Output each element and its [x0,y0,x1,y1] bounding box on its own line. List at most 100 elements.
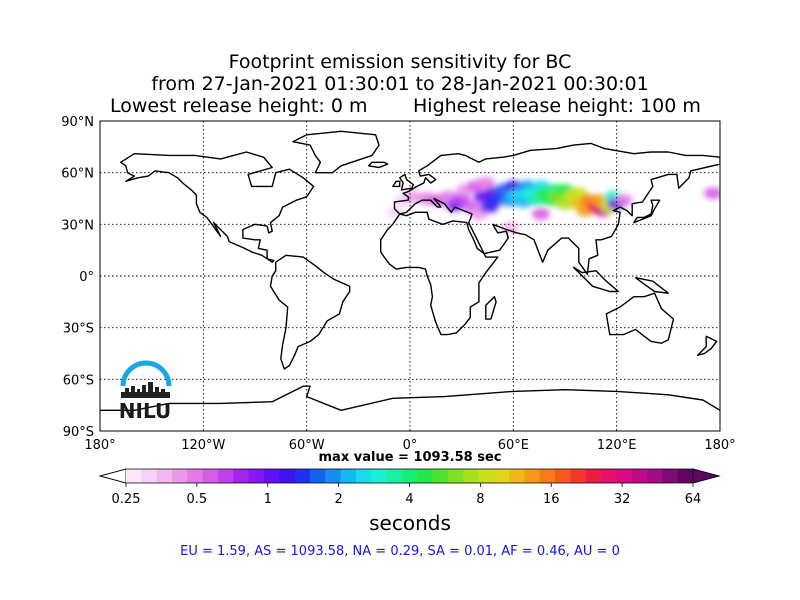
coastline-north-america [119,151,315,263]
colorbar-segment [631,469,648,483]
colorbar-segment [555,469,571,483]
colorbar-segment [447,469,464,483]
x-tick-label: 0° [403,438,418,453]
x-tick-label: 120°W [181,438,225,453]
colorbar-segment [478,469,495,483]
coastline-eurasia [393,142,720,275]
colorbar-segment [601,469,617,483]
title-line-1: Footprint emission sensitivity for BC [228,51,572,73]
colorbar-segment [309,469,326,483]
colorbar-segment [432,469,449,483]
y-tick-label: 90°S [63,425,94,440]
colorbar-tick-label: 0.25 [112,492,141,507]
colorbar-tick-label: 4 [405,492,413,507]
colorbar-segment [371,469,388,483]
colorbar-label: seconds [369,511,451,535]
colorbar-min-extension [98,468,127,484]
colorbar-tick-label: 64 [685,492,702,507]
colorbar-segment [202,469,219,483]
map-frame [99,120,721,432]
colorbar-segment [662,469,679,483]
colorbar-segment [463,469,480,483]
colorbar-segment [570,469,587,483]
nilu-logo-arc [120,360,172,387]
nilu-logo-skyline [121,382,170,398]
coastline-japan [633,199,661,224]
y-tick-label: 90°N [61,115,94,130]
colorbar-segment [187,469,204,483]
coastlines [100,130,720,411]
colorbar: 0.25 0.5 1 2 4 8 16 32 64 [98,468,721,507]
coastline-africa [380,211,499,336]
y-tick-label: 60°N [61,167,94,182]
colorbar-segment [217,469,234,483]
colorbar-tick-label: 0.5 [187,492,208,507]
colorbar-segment [294,469,311,483]
plume-cell [614,194,633,207]
colorbar-segment [263,469,280,483]
colorbar-segment [141,469,158,483]
coastline-new-guinea [634,277,669,294]
colorbar-tick-label: 1 [264,492,272,507]
coastline-australia [605,292,675,344]
title-lowest-release-height: Lowest release height: 0 m [110,95,368,117]
colorbar-segment [417,469,434,483]
x-tick-label: 180° [84,438,115,453]
colorbar-segment [493,469,510,483]
axis-ticks: 180° 120°W 60°W 0° 60°E 120°E 180° 90°N 60°N 30°N… [61,115,735,453]
y-tick-label: 0° [79,270,94,285]
colorbar-segment [386,469,403,483]
colorbar-segment [647,469,663,483]
coastline-south-america [269,254,351,370]
colorbar-segment [509,469,526,483]
coastline-ireland [392,180,401,188]
colorbar-segment [340,469,357,483]
colorbar-segment [248,469,265,483]
colorbar-segment [325,469,342,483]
colorbar-tick-label: 8 [476,492,484,507]
x-tick-label: 180° [704,438,735,453]
max-value-label: max value = 1093.58 sec [319,450,502,465]
colorbar-segment [539,469,556,483]
colorbar-segment [401,469,418,483]
title-highest-release-height: Highest release height: 100 m [413,95,701,117]
colorbar-segment [171,469,188,483]
nilu-logo: NILU [119,360,172,423]
graticule [100,121,720,431]
colorbar-segment [677,469,694,483]
plume-cell [531,208,550,220]
title-line-2: from 27-Jan-2021 01:30:01 to 28-Jan-2021… [151,73,649,95]
colorbar-tick-label: 32 [614,492,631,507]
coastline-antarctica [100,385,720,411]
x-tick-label: 60°E [498,438,529,453]
coastline-madagascar [485,296,497,320]
colorbar-tick-label: 16 [543,492,560,507]
nilu-logo-text: NILU [119,399,171,423]
colorbar-segment [233,469,250,483]
y-tick-label: 30°N [61,218,94,233]
plume-cell [387,206,406,219]
colorbar-segment [279,469,296,483]
colorbar-segment [585,469,602,483]
coastline-iceland [368,161,389,169]
colorbar-segment [524,469,541,483]
colorbar-segment [126,469,142,483]
x-tick-label: 120°E [597,438,637,453]
plume-cell [487,194,506,207]
x-tick-label: 60°W [289,438,325,453]
y-tick-label: 30°S [63,322,94,337]
colorbar-segment [616,469,633,483]
coastline-new-zealand [696,335,718,356]
y-tick-label: 60°S [63,373,94,388]
colorbar-tick-label: 2 [334,492,342,507]
colorbar-segment [355,469,372,483]
colorbar-segment [156,469,173,483]
colorbar-max-extension [692,468,721,484]
coastline-greenland [292,130,380,174]
plume-cell [704,187,720,200]
region-statistics: EU = 1.59, AS = 1093.58, NA = 0.29, SA =… [180,544,620,559]
coastline-indonesia [572,266,620,293]
coastline-british-isles [399,173,415,191]
